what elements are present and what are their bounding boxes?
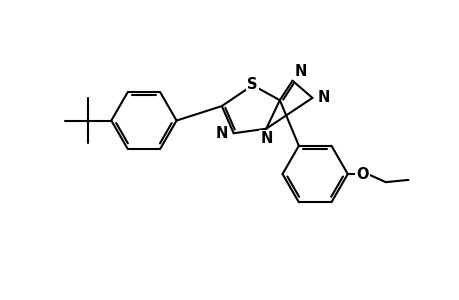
Text: S: S xyxy=(247,77,257,92)
Text: N: N xyxy=(317,90,330,105)
Text: O: O xyxy=(355,167,368,182)
Text: N: N xyxy=(215,126,227,141)
Text: N: N xyxy=(294,64,307,79)
Text: N: N xyxy=(260,131,273,146)
